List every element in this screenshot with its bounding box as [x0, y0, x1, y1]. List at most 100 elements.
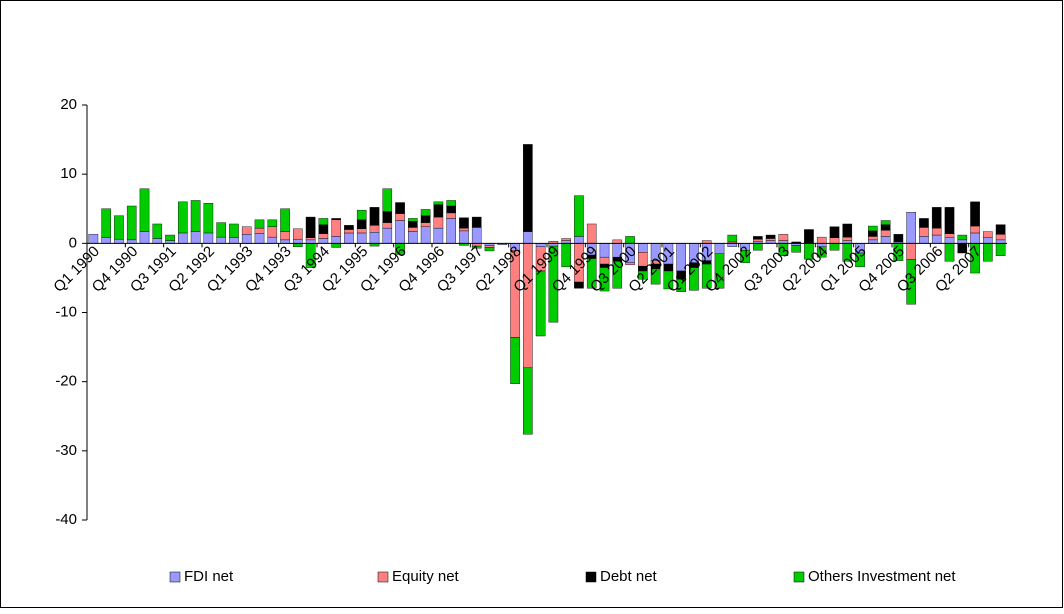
bar	[586, 258, 597, 289]
bar	[203, 232, 214, 244]
bar	[906, 212, 916, 244]
legend-swatch	[585, 571, 597, 583]
bar	[408, 220, 418, 228]
bar	[420, 215, 431, 223]
bar	[944, 237, 955, 244]
bar	[599, 243, 610, 258]
legend-label: Debt net	[600, 568, 658, 585]
bar	[765, 234, 776, 239]
legend-swatch	[377, 571, 389, 583]
bar	[701, 263, 712, 289]
bar	[293, 243, 303, 247]
bar	[356, 209, 367, 221]
bar	[382, 188, 393, 212]
bar	[919, 236, 929, 244]
bar	[880, 220, 891, 225]
bar	[753, 238, 763, 242]
bar	[612, 239, 623, 244]
bar	[241, 226, 252, 235]
bar	[293, 238, 303, 244]
bar	[254, 227, 265, 234]
bar	[829, 226, 840, 239]
bar	[970, 232, 980, 244]
legend-swatch	[793, 571, 805, 583]
bar	[114, 238, 124, 244]
bar	[459, 230, 469, 244]
bar	[574, 236, 584, 244]
y-tick-label: -10	[55, 303, 77, 320]
bar	[868, 225, 878, 232]
bar	[344, 229, 354, 234]
bar	[178, 201, 188, 234]
bar	[523, 231, 533, 244]
bar	[970, 201, 980, 227]
bar	[906, 259, 916, 305]
bar	[254, 233, 265, 244]
bar	[868, 239, 878, 244]
bar	[280, 231, 290, 241]
bar	[446, 205, 456, 214]
bar	[152, 238, 163, 244]
bar	[880, 224, 891, 231]
bar	[727, 243, 738, 247]
bar	[356, 228, 367, 234]
bar	[919, 218, 929, 228]
bar	[638, 270, 648, 280]
bar	[816, 246, 827, 258]
bar	[369, 207, 380, 226]
y-tick-label: -30	[55, 442, 77, 459]
bar	[842, 236, 853, 241]
bar	[305, 239, 316, 244]
bar	[650, 268, 661, 285]
bar	[382, 227, 393, 244]
bar	[267, 226, 278, 238]
bar	[880, 229, 891, 237]
bar	[944, 243, 955, 262]
bar	[535, 270, 546, 337]
bar	[216, 236, 226, 244]
bar	[139, 231, 150, 244]
bar	[855, 252, 865, 268]
bar	[919, 227, 929, 237]
bar	[165, 234, 175, 241]
bar	[318, 218, 329, 225]
bar	[459, 227, 469, 232]
bar	[791, 245, 801, 253]
y-tick-label: 20	[60, 96, 77, 113]
bar	[995, 224, 1006, 235]
bar	[318, 224, 329, 234]
bar	[842, 223, 853, 238]
bar	[625, 236, 635, 244]
bar	[433, 204, 444, 218]
bar	[408, 218, 418, 222]
bar	[765, 238, 776, 241]
bar	[178, 232, 188, 244]
bar	[663, 270, 674, 290]
bar	[574, 195, 584, 237]
bar	[139, 188, 150, 232]
bar	[523, 144, 533, 232]
bar	[689, 267, 699, 291]
bar	[714, 253, 725, 289]
y-tick-label: -40	[55, 511, 77, 528]
bar	[267, 236, 278, 244]
bar	[446, 200, 456, 207]
bar	[586, 223, 597, 244]
bar	[535, 243, 546, 247]
bar	[344, 225, 354, 230]
bar	[395, 202, 405, 214]
bar	[331, 236, 341, 244]
bar	[829, 243, 840, 251]
bar	[778, 234, 789, 241]
y-tick-label: 0	[69, 234, 77, 251]
bar	[561, 238, 571, 241]
bar	[101, 237, 111, 244]
bar	[676, 279, 686, 292]
bar	[382, 222, 393, 229]
bar	[471, 227, 482, 244]
bar	[420, 209, 431, 216]
bar	[574, 281, 584, 289]
bar	[957, 239, 968, 244]
bar	[995, 243, 1006, 256]
